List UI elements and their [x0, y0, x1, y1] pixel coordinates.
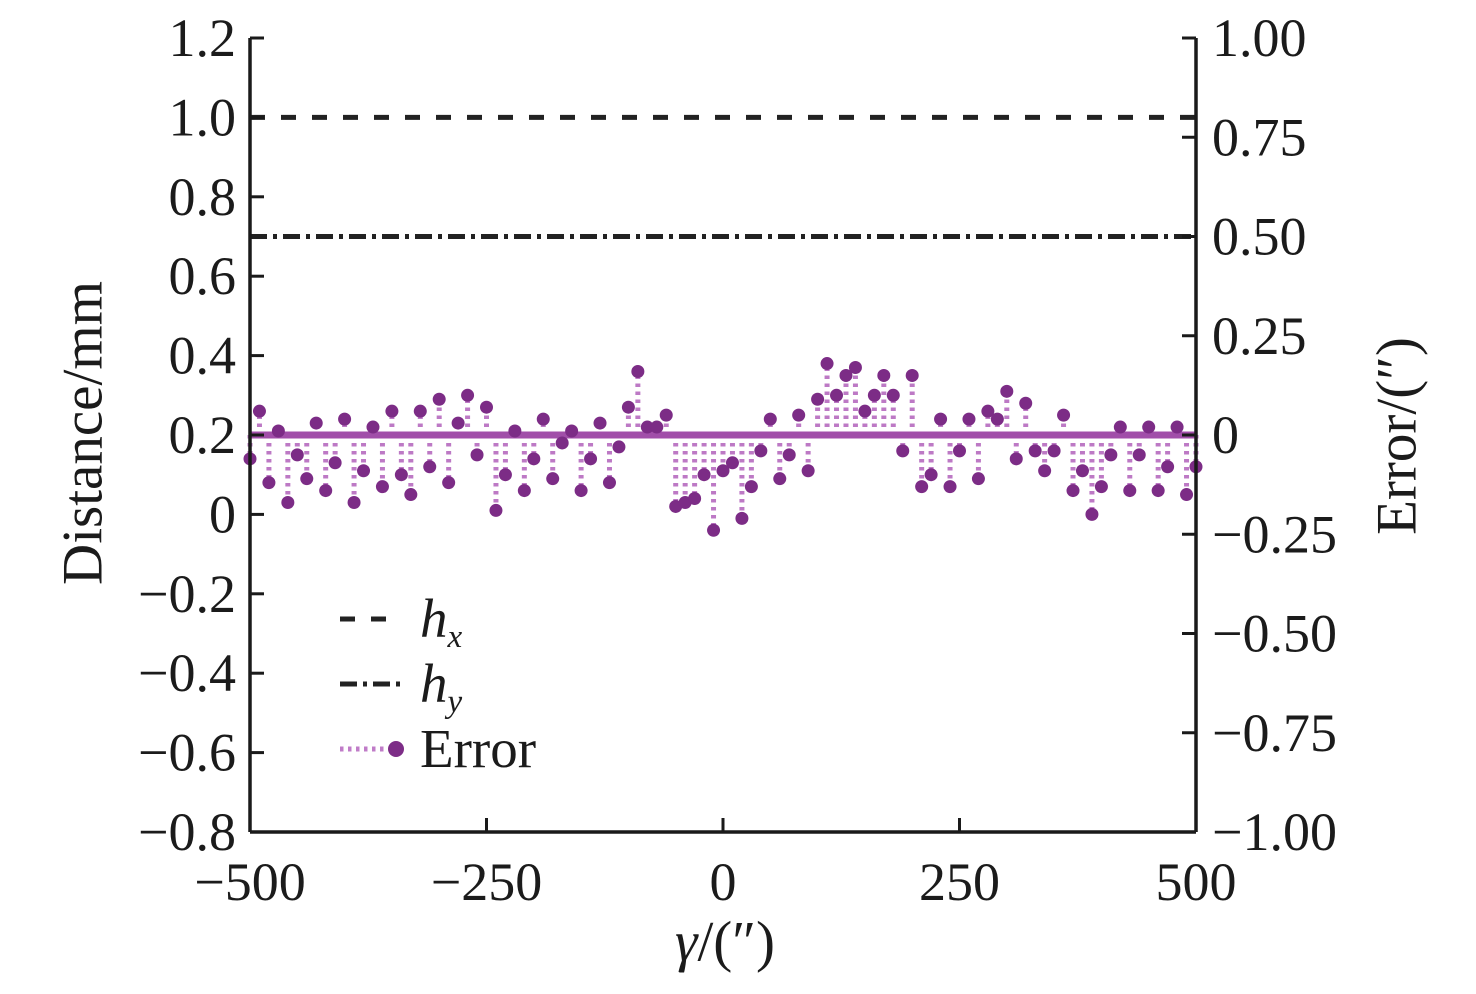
svg-text:−0.8: −0.8: [138, 802, 236, 862]
svg-text:0: 0: [1212, 405, 1239, 465]
svg-text:−0.2: −0.2: [138, 564, 236, 624]
legend: hx hy Error: [338, 590, 536, 777]
x-axis-title-units: /(″): [697, 910, 776, 974]
svg-text:0.4: 0.4: [169, 326, 237, 386]
legend-item-hx: hx: [338, 588, 536, 655]
legend-item-hy: hy: [338, 653, 536, 720]
svg-text:−250: −250: [431, 852, 542, 912]
svg-text:0.50: 0.50: [1212, 207, 1307, 267]
legend-label-hx: hx: [420, 588, 463, 655]
svg-text:0.2: 0.2: [169, 405, 237, 465]
svg-text:−500: −500: [194, 852, 305, 912]
svg-text:−0.6: −0.6: [138, 723, 236, 783]
legend-item-error: Error: [338, 720, 536, 777]
legend-label-hy: hy: [420, 653, 463, 720]
svg-text:−0.75: −0.75: [1212, 703, 1337, 763]
svg-text:0.8: 0.8: [169, 167, 237, 227]
legend-swatch-dashed-line: [340, 616, 402, 621]
svg-text:−0.50: −0.50: [1212, 604, 1337, 664]
svg-text:0.6: 0.6: [169, 246, 237, 306]
svg-text:1.00: 1.00: [1212, 8, 1307, 68]
svg-text:0.25: 0.25: [1212, 306, 1307, 366]
svg-text:0.75: 0.75: [1212, 107, 1307, 167]
legend-swatch-dashdot-line: [340, 681, 402, 686]
svg-text:−1.00: −1.00: [1212, 802, 1337, 862]
y-axis-right-title: Error/(″): [1365, 337, 1429, 535]
y-axis-left-title: Distance/mm: [51, 281, 115, 585]
svg-text:−0.4: −0.4: [138, 643, 236, 703]
gamma-symbol: γ: [674, 910, 698, 974]
svg-text:0: 0: [710, 852, 737, 912]
svg-text:500: 500: [1156, 852, 1237, 912]
svg-text:−0.25: −0.25: [1212, 504, 1337, 564]
svg-text:1.2: 1.2: [169, 8, 237, 68]
svg-text:1.0: 1.0: [169, 87, 237, 147]
x-axis-title: γ/(″): [675, 910, 775, 975]
svg-text:250: 250: [919, 852, 1000, 912]
svg-text:0: 0: [209, 484, 236, 544]
legend-label-error: Error: [420, 718, 537, 779]
legend-swatch-error-stem: [340, 740, 404, 757]
